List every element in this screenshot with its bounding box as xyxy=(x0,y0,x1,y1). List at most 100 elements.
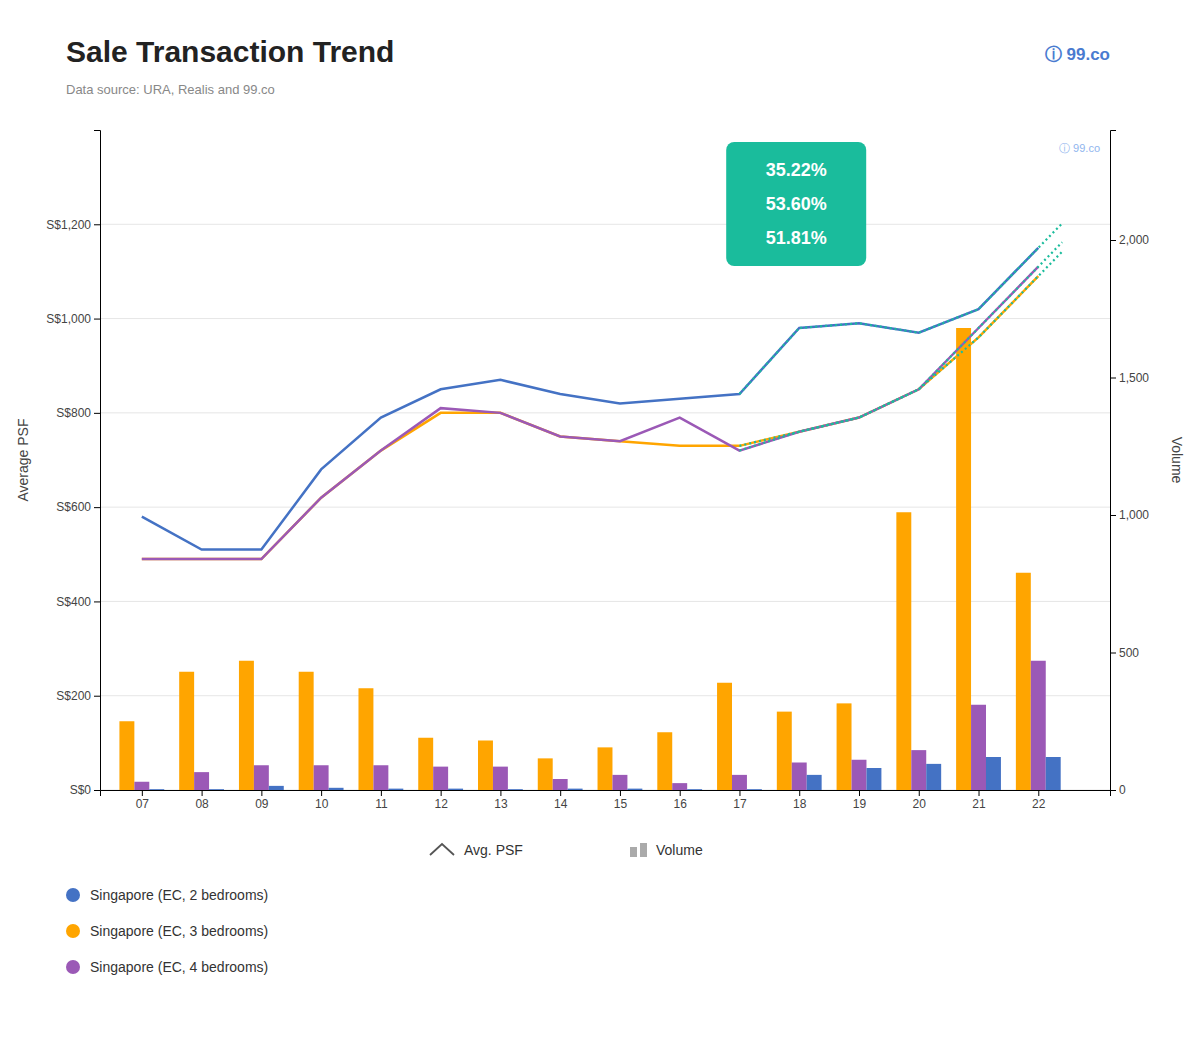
tick-label: S$0 xyxy=(70,783,92,797)
bar xyxy=(239,661,254,790)
tick-mark xyxy=(94,413,100,414)
logo: ⓘ 99.co xyxy=(1045,45,1110,64)
y2-axis-title: Volume xyxy=(1169,437,1185,484)
tick-label: 17 xyxy=(733,797,747,811)
tick-mark xyxy=(1038,790,1039,796)
bar xyxy=(717,683,732,790)
tick-mark xyxy=(739,790,740,796)
tick-mark xyxy=(94,790,100,791)
grid-line xyxy=(100,224,1110,225)
tick-mark xyxy=(979,790,980,796)
tick-mark xyxy=(1110,378,1116,379)
tick-label: 12 xyxy=(434,797,448,811)
trend-line xyxy=(739,252,1062,446)
bar xyxy=(598,747,613,790)
legend-keys: Avg. PSFVolume xyxy=(430,842,703,858)
tick: 17 xyxy=(733,790,747,811)
tick-mark xyxy=(560,790,561,796)
tick-label: 11 xyxy=(375,797,388,811)
tick-label: S$800 xyxy=(56,406,91,420)
tick-label: 0 xyxy=(1119,783,1126,797)
annotation-text: 51.81% xyxy=(766,228,827,248)
bar xyxy=(269,786,284,790)
bar xyxy=(866,768,881,790)
legend-label: Singapore (EC, 3 bedrooms) xyxy=(90,923,268,939)
tick-label: 21 xyxy=(972,797,986,811)
tick-label: S$400 xyxy=(56,595,91,609)
bar xyxy=(433,767,448,790)
bar xyxy=(418,738,433,790)
tick: S$200 xyxy=(56,689,100,703)
tick: 15 xyxy=(614,790,628,811)
tick: 0 xyxy=(1110,783,1126,797)
bar xyxy=(1016,573,1031,790)
bar xyxy=(538,758,553,790)
tick-label: 10 xyxy=(315,797,329,811)
tick-label: 2,000 xyxy=(1119,233,1149,247)
bar xyxy=(209,789,224,790)
tick: 1,500 xyxy=(1110,371,1149,385)
plot-area xyxy=(119,223,1062,790)
y2-axis: 0 500 1,000 1,500 2,000 xyxy=(1110,131,1149,798)
subtitle: Data source: URA, Realis and 99.co xyxy=(66,82,275,97)
tick-mark xyxy=(441,790,442,796)
tick: 1,000 xyxy=(1110,508,1149,522)
tick: S$400 xyxy=(56,595,100,609)
bar xyxy=(672,783,687,790)
tick: 18 xyxy=(793,790,807,811)
tick-label: 13 xyxy=(494,797,508,811)
tick: 16 xyxy=(674,790,688,811)
tick-label: 22 xyxy=(1032,797,1046,811)
tick: 2,000 xyxy=(1110,233,1149,247)
x-axis: 07080910111213141516171819202122 xyxy=(101,790,1111,811)
bar xyxy=(732,775,747,790)
tick-label: 1,500 xyxy=(1119,371,1149,385)
tick-mark xyxy=(94,696,100,697)
legend-swatch xyxy=(66,888,80,902)
tick-mark xyxy=(94,601,100,602)
bar-series xyxy=(149,757,1060,790)
title: Sale Transaction Trend xyxy=(66,35,394,68)
annotation-text: 35.22% xyxy=(766,160,827,180)
tick-mark xyxy=(94,224,100,225)
bar xyxy=(194,772,209,790)
line xyxy=(142,267,1038,559)
tick: 21 xyxy=(972,790,986,811)
bar xyxy=(986,757,1001,790)
bar xyxy=(478,741,493,791)
tick: 20 xyxy=(913,790,927,811)
tick: 11 xyxy=(375,790,388,811)
bar xyxy=(179,672,194,790)
bar xyxy=(568,789,583,790)
tick-mark xyxy=(321,790,322,796)
bar xyxy=(388,789,403,790)
tick-label: 14 xyxy=(554,797,568,811)
bar xyxy=(657,732,672,790)
tick: 14 xyxy=(554,790,568,811)
tick: S$1,000 xyxy=(46,312,100,326)
legend-label: Volume xyxy=(656,842,703,858)
bar xyxy=(837,703,852,790)
bar xyxy=(807,775,822,790)
tick-mark xyxy=(381,790,382,796)
tick: S$0 xyxy=(70,783,100,797)
bar xyxy=(329,788,344,790)
tick-label: S$1,200 xyxy=(46,218,91,232)
bar xyxy=(627,789,642,790)
tick: S$600 xyxy=(56,500,100,514)
bar xyxy=(687,789,702,790)
bar xyxy=(254,765,269,790)
axis-line xyxy=(94,131,101,791)
bar xyxy=(314,765,329,790)
bar xyxy=(508,789,523,790)
tick-label: 19 xyxy=(853,797,867,811)
annotation-box xyxy=(726,142,866,266)
tick: 19 xyxy=(853,790,867,811)
tick: 500 xyxy=(1110,646,1139,660)
bar xyxy=(612,775,627,790)
tick-mark xyxy=(1110,240,1116,241)
annotation: 35.22%53.60%51.81% xyxy=(726,142,866,266)
tick: S$1,200 xyxy=(46,218,100,232)
bar xyxy=(119,721,134,790)
legend-icon xyxy=(640,843,647,857)
